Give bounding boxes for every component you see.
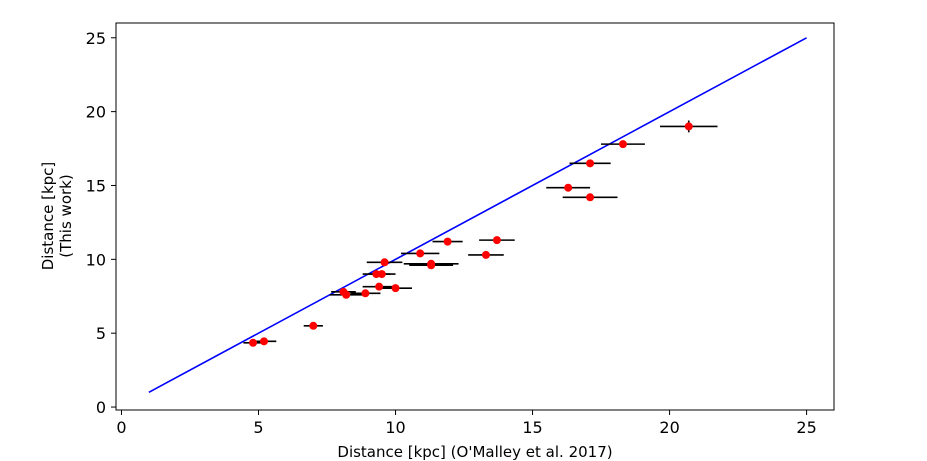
data-point-17 [564, 183, 573, 192]
data-point-5 [361, 289, 370, 298]
data-point-6 [375, 282, 384, 291]
data-point-1 [259, 337, 268, 346]
x-tick-label-25: 25 [796, 418, 816, 437]
data-point-16 [492, 236, 501, 245]
data-point-7 [391, 284, 400, 293]
y-tick-label-10: 10 [86, 250, 106, 269]
point-layer [249, 122, 693, 347]
y-tick-label-15: 15 [86, 176, 106, 195]
data-point-4 [342, 290, 351, 299]
y-axis-label-line-1: Distance [kpc] [39, 162, 57, 271]
x-tick-label-20: 20 [659, 418, 679, 437]
data-point-18 [586, 193, 595, 202]
data-point-14 [443, 237, 452, 246]
x-axis-ticks: 0 5 10 15 20 25 [116, 410, 817, 437]
data-point-13 [427, 261, 436, 270]
x-tick-label-15: 15 [522, 418, 542, 437]
y-axis-label-line-2: (This work) [57, 174, 75, 257]
reference-line [148, 37, 807, 393]
x-tick-label-10: 10 [385, 418, 405, 437]
reference-line-layer [148, 37, 807, 393]
data-point-20 [618, 140, 627, 149]
x-tick-label-5: 5 [253, 418, 263, 437]
y-tick-label-0: 0 [96, 398, 106, 417]
y-axis-ticks: 0 5 10 15 20 25 [86, 29, 116, 417]
data-point-0 [249, 338, 258, 347]
y-tick-label-5: 5 [96, 324, 106, 343]
x-tick-label-0: 0 [116, 418, 126, 437]
x-axis-label: Distance [kpc] (O'Malley et al. 2017) [337, 443, 612, 461]
data-point-10 [380, 258, 389, 267]
data-point-21 [684, 122, 693, 131]
data-point-2 [309, 321, 318, 330]
data-point-15 [481, 250, 490, 259]
data-point-8 [372, 270, 381, 279]
data-point-11 [416, 249, 425, 258]
data-point-19 [586, 159, 595, 168]
data-point-9 [377, 270, 386, 279]
errorbar-layer [243, 120, 718, 345]
plot-frame [115, 22, 835, 411]
y-tick-label-20: 20 [86, 103, 106, 122]
y-axis-label: Distance [kpc] (This work) [39, 162, 75, 271]
y-tick-label-25: 25 [86, 29, 106, 48]
